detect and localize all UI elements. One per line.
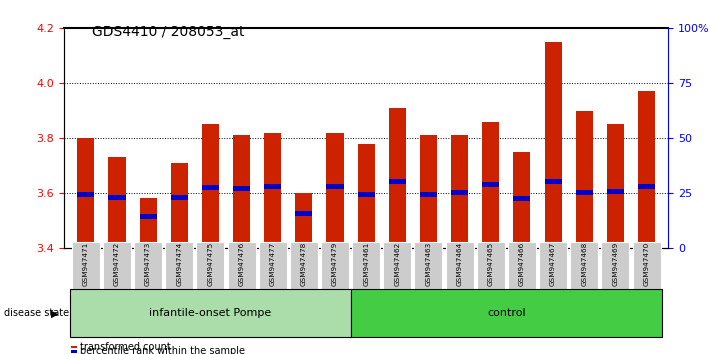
FancyBboxPatch shape — [72, 242, 100, 289]
Bar — [139, 214, 156, 219]
Bar — [638, 91, 655, 248]
Bar — [482, 121, 499, 248]
FancyBboxPatch shape — [290, 242, 318, 289]
Bar — [326, 184, 343, 189]
Bar — [326, 132, 343, 248]
Text: GSM947465: GSM947465 — [488, 242, 493, 286]
Bar — [171, 195, 188, 200]
Bar — [108, 195, 126, 200]
FancyBboxPatch shape — [539, 242, 567, 289]
Bar — [108, 157, 126, 248]
Bar — [576, 110, 593, 248]
Text: GSM947470: GSM947470 — [643, 242, 650, 286]
FancyBboxPatch shape — [196, 242, 225, 289]
Bar — [171, 163, 188, 248]
Text: GSM947464: GSM947464 — [456, 242, 463, 286]
Text: GSM947478: GSM947478 — [301, 242, 307, 286]
Bar — [638, 184, 655, 189]
FancyBboxPatch shape — [383, 242, 412, 289]
Text: control: control — [487, 308, 525, 318]
Text: GSM947472: GSM947472 — [114, 242, 120, 286]
Text: percentile rank within the sample: percentile rank within the sample — [80, 346, 245, 354]
Text: GSM947462: GSM947462 — [395, 242, 400, 286]
FancyBboxPatch shape — [70, 289, 351, 337]
FancyBboxPatch shape — [352, 242, 380, 289]
Bar — [576, 190, 593, 195]
Bar — [139, 198, 156, 248]
Bar — [513, 152, 530, 248]
Bar — [545, 179, 562, 184]
Bar — [451, 135, 468, 248]
Text: ▶: ▶ — [51, 308, 59, 318]
Bar — [295, 193, 312, 248]
Text: GSM947463: GSM947463 — [425, 242, 432, 286]
Bar — [358, 143, 375, 248]
FancyBboxPatch shape — [633, 242, 661, 289]
Text: GSM947477: GSM947477 — [269, 242, 276, 286]
Text: GSM947476: GSM947476 — [239, 242, 245, 286]
Bar — [77, 192, 95, 197]
FancyBboxPatch shape — [165, 242, 193, 289]
Text: GSM947469: GSM947469 — [612, 242, 619, 286]
FancyBboxPatch shape — [228, 242, 255, 289]
Bar — [606, 124, 624, 248]
Text: GSM947474: GSM947474 — [176, 242, 182, 286]
Text: GSM947471: GSM947471 — [82, 242, 89, 286]
Bar — [513, 196, 530, 201]
FancyBboxPatch shape — [602, 242, 629, 289]
Text: GSM947461: GSM947461 — [363, 242, 369, 286]
Bar — [482, 182, 499, 187]
Bar — [420, 192, 437, 197]
Bar — [420, 135, 437, 248]
Bar — [264, 184, 282, 189]
Bar — [606, 189, 624, 194]
Bar — [233, 186, 250, 191]
Bar — [77, 138, 95, 248]
FancyBboxPatch shape — [508, 242, 536, 289]
FancyBboxPatch shape — [321, 242, 349, 289]
FancyBboxPatch shape — [351, 289, 662, 337]
Text: GSM947475: GSM947475 — [208, 242, 213, 286]
Text: infantile-onset Pompe: infantile-onset Pompe — [149, 308, 272, 318]
Text: GSM947479: GSM947479 — [332, 242, 338, 286]
Bar — [451, 190, 468, 195]
Bar — [264, 132, 282, 248]
Text: GSM947468: GSM947468 — [581, 242, 587, 286]
FancyBboxPatch shape — [415, 242, 442, 289]
Bar — [233, 135, 250, 248]
Bar — [389, 108, 406, 248]
Bar — [545, 42, 562, 248]
Bar — [358, 192, 375, 197]
Text: disease state: disease state — [4, 308, 69, 318]
Text: GDS4410 / 208053_at: GDS4410 / 208053_at — [92, 25, 245, 39]
Bar — [389, 179, 406, 184]
Bar — [202, 124, 219, 248]
Text: GSM947467: GSM947467 — [550, 242, 556, 286]
FancyBboxPatch shape — [446, 242, 474, 289]
Text: GSM947473: GSM947473 — [145, 242, 151, 286]
FancyBboxPatch shape — [134, 242, 162, 289]
FancyBboxPatch shape — [570, 242, 598, 289]
Bar — [202, 185, 219, 190]
Bar — [295, 211, 312, 216]
Text: transformed count: transformed count — [80, 342, 171, 352]
FancyBboxPatch shape — [259, 242, 287, 289]
Text: GSM947466: GSM947466 — [519, 242, 525, 286]
FancyBboxPatch shape — [103, 242, 131, 289]
FancyBboxPatch shape — [477, 242, 505, 289]
